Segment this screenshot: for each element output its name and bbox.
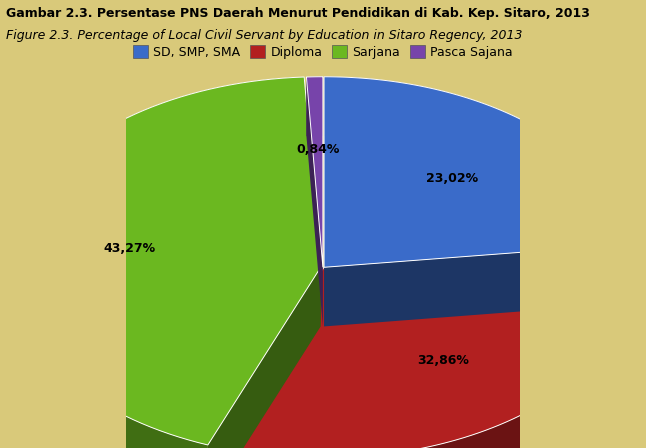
Polygon shape	[324, 77, 634, 267]
Polygon shape	[8, 77, 304, 448]
Polygon shape	[324, 244, 634, 327]
Polygon shape	[8, 77, 320, 445]
Polygon shape	[306, 77, 323, 267]
Polygon shape	[211, 244, 636, 448]
Polygon shape	[211, 244, 636, 448]
Polygon shape	[324, 77, 634, 303]
Text: 23,02%: 23,02%	[426, 172, 478, 185]
Text: 0,84%: 0,84%	[296, 142, 340, 155]
Polygon shape	[324, 244, 634, 327]
Polygon shape	[208, 267, 320, 448]
Polygon shape	[211, 267, 324, 448]
Text: 43,27%: 43,27%	[103, 242, 156, 255]
Text: Gambar 2.3. Persentase PNS Daerah Menurut Pendidikan di Kab. Kep. Sitaro, 2013: Gambar 2.3. Persentase PNS Daerah Menuru…	[6, 7, 590, 20]
Polygon shape	[304, 77, 320, 327]
Legend: SD, SMP, SMA, Diploma, Sarjana, Pasca Sajana: SD, SMP, SMA, Diploma, Sarjana, Pasca Sa…	[129, 40, 517, 64]
Polygon shape	[306, 77, 323, 327]
Text: 32,86%: 32,86%	[417, 354, 469, 367]
Text: Figure 2.3. Percentage of Local Civil Servant by Education in Sitaro Regency, 20: Figure 2.3. Percentage of Local Civil Se…	[6, 29, 523, 42]
Polygon shape	[306, 77, 323, 136]
